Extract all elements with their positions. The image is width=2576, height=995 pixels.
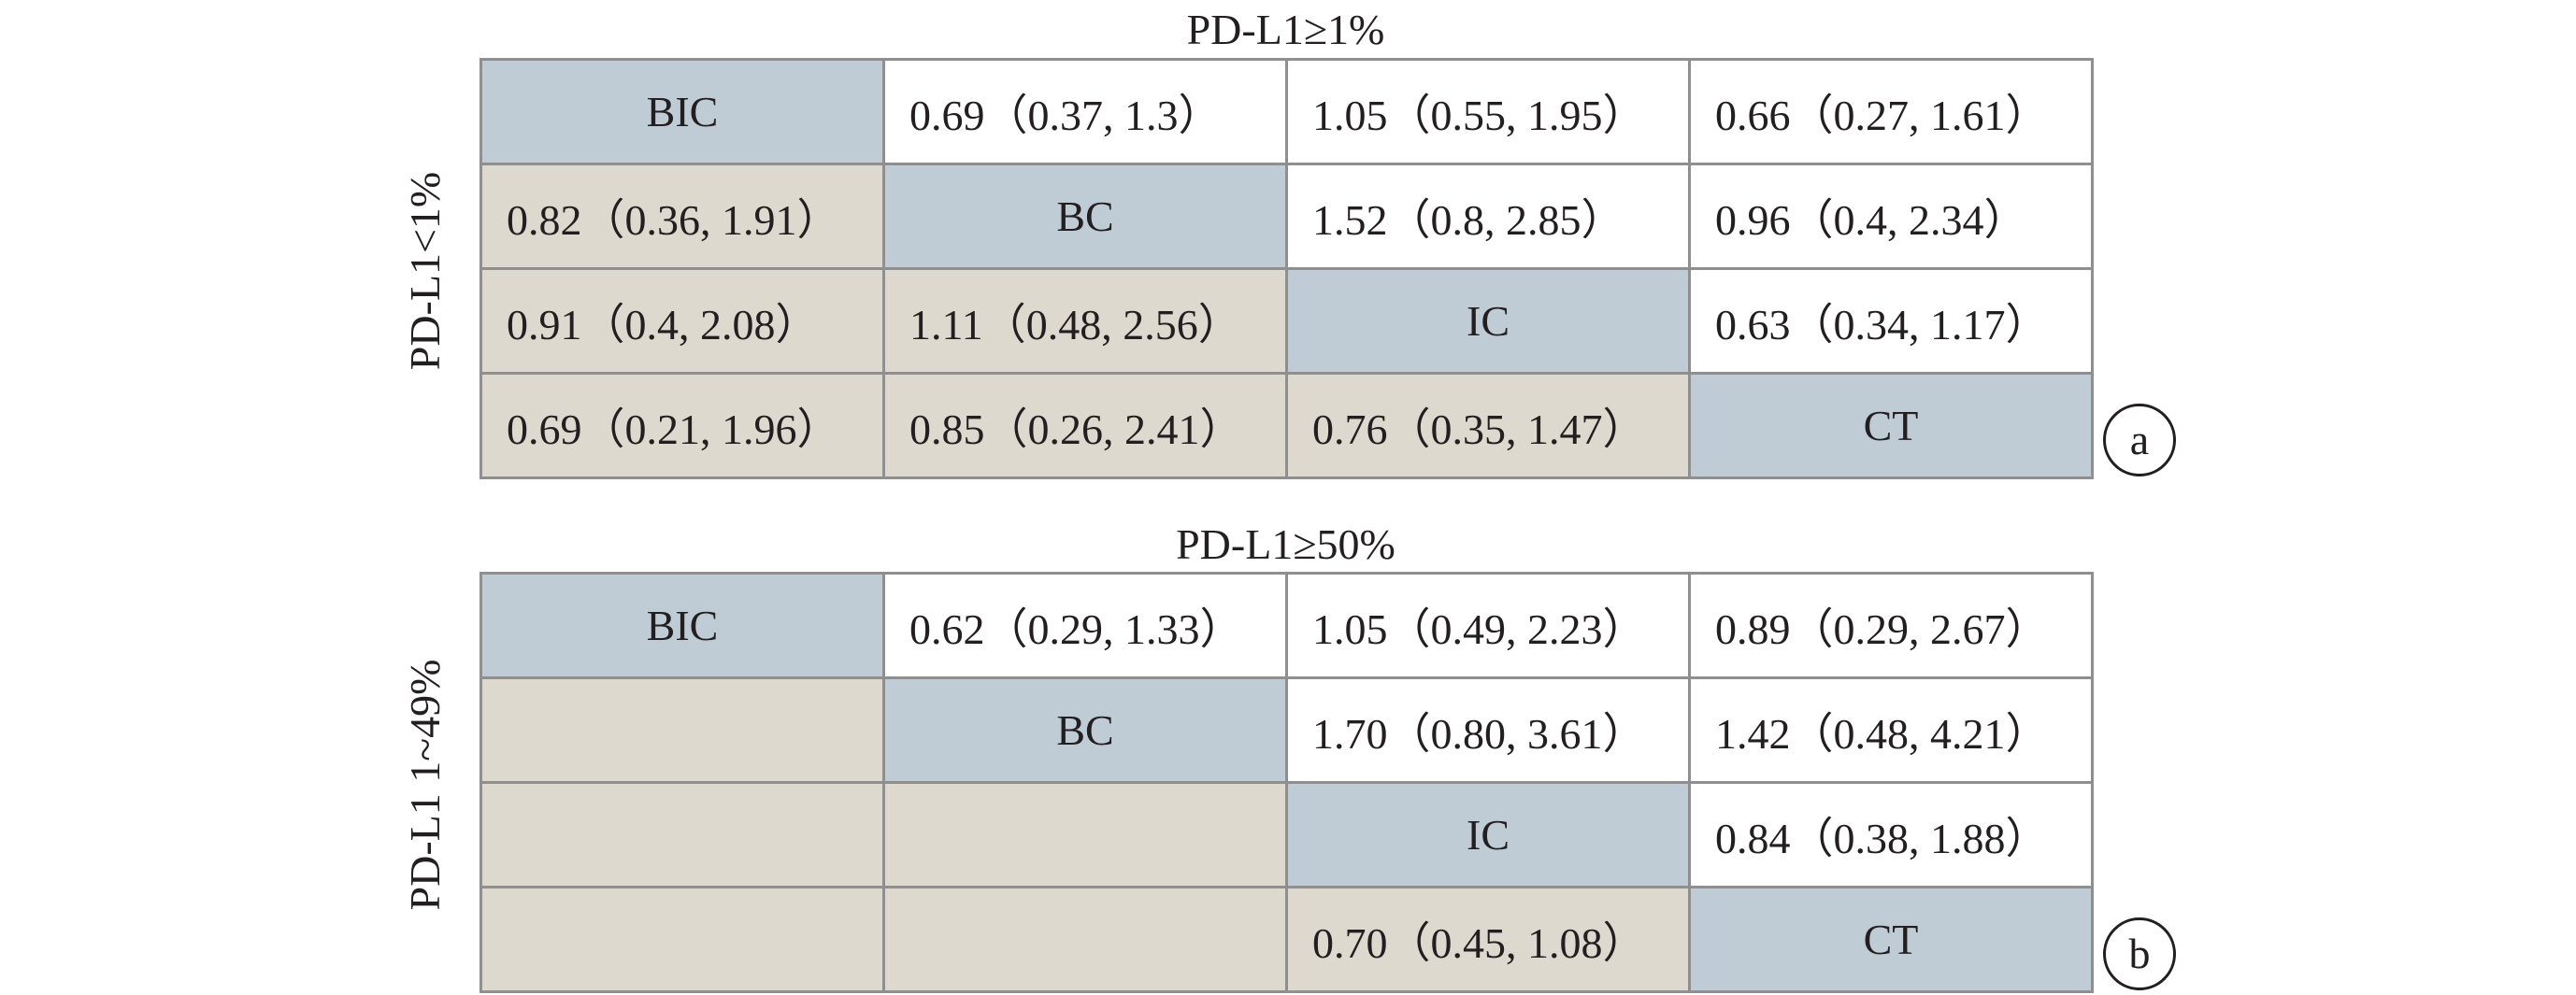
matrix-cell: BC: [885, 165, 1288, 270]
panel-label-badge: b: [2103, 917, 2176, 990]
matrix-cell: [885, 888, 1288, 993]
matrix-cell: 0.62（0.29, 1.33）: [885, 575, 1288, 679]
matrix-cell: 1.11（0.48, 2.56）: [885, 270, 1288, 375]
matrix-cell: 1.52（0.8, 2.85）: [1288, 165, 1691, 270]
matrix-cell: BC: [885, 679, 1288, 784]
matrix-cell: [482, 888, 885, 993]
matrix-cell: 0.89（0.29, 2.67）: [1691, 575, 2094, 679]
matrix-cell: [885, 784, 1288, 888]
matrix-cell: 0.85（0.26, 2.41）: [885, 375, 1288, 479]
matrix-cell: BIC: [482, 575, 885, 679]
matrix-cell: IC: [1288, 784, 1691, 888]
matrix-cell: 0.84（0.38, 1.88）: [1691, 784, 2094, 888]
matrix-cell: [482, 679, 885, 784]
matrix-cell: 1.05（0.49, 2.23）: [1288, 575, 1691, 679]
comparison-matrix: BIC 0.69（0.37, 1.3） 1.05（0.55, 1.95） 0.6…: [479, 58, 2094, 479]
matrix-cell: 0.76（0.35, 1.47）: [1288, 375, 1691, 479]
matrix-cell: CT: [1691, 375, 2094, 479]
row-group-label: PD-L1 1~49%: [401, 659, 449, 911]
matrix-cell: 0.66（0.27, 1.61）: [1691, 61, 2094, 165]
matrix-cell: [482, 784, 885, 888]
matrix-cell: BIC: [482, 61, 885, 165]
column-group-label: PD-L1≥50%: [1176, 520, 1395, 568]
comparison-matrix: BIC 0.62（0.29, 1.33） 1.05（0.49, 2.23） 0.…: [479, 572, 2094, 993]
matrix-cell: 1.70（0.80, 3.61）: [1288, 679, 1691, 784]
row-group-label: PD-L1<1%: [401, 171, 449, 371]
column-group-label: PD-L1≥1%: [1186, 6, 1385, 53]
matrix-cell: 0.63（0.34, 1.17）: [1691, 270, 2094, 375]
panel-label-badge: a: [2103, 404, 2176, 476]
matrix-cell: CT: [1691, 888, 2094, 993]
matrix-cell: 1.42（0.48, 4.21）: [1691, 679, 2094, 784]
matrix-cell: 0.70（0.45, 1.08）: [1288, 888, 1691, 993]
matrix-cell: 0.82（0.36, 1.91）: [482, 165, 885, 270]
matrix-cell: 0.91（0.4, 2.08）: [482, 270, 885, 375]
matrix-cell: IC: [1288, 270, 1691, 375]
matrix-cell: 0.69（0.21, 1.96）: [482, 375, 885, 479]
matrix-cell: 1.05（0.55, 1.95）: [1288, 61, 1691, 165]
matrix-cell: 0.96（0.4, 2.34）: [1691, 165, 2094, 270]
matrix-cell: 0.69（0.37, 1.3）: [885, 61, 1288, 165]
